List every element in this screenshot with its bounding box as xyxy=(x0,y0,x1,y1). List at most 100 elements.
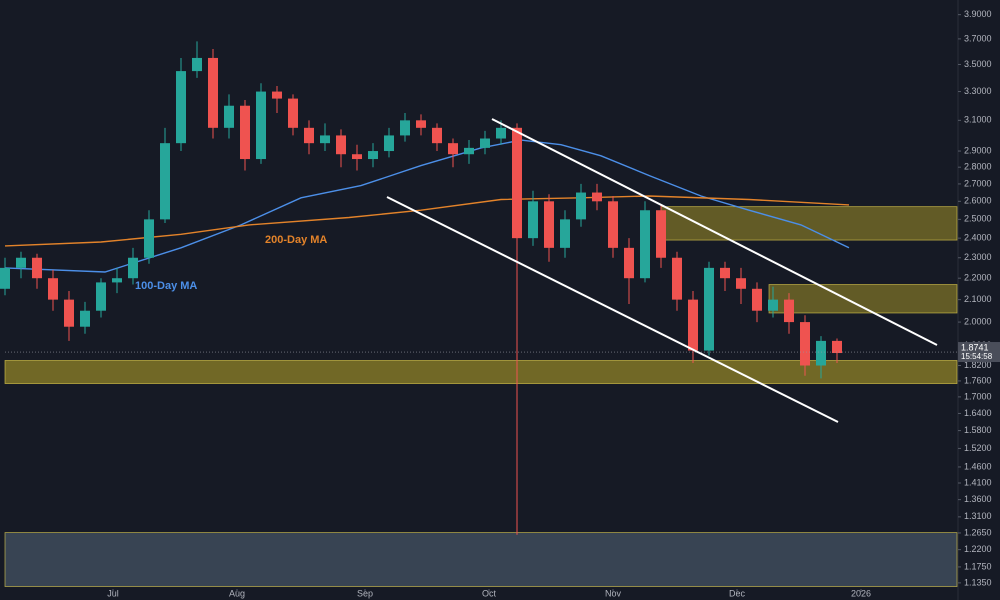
y-tick-label: 3.7000 xyxy=(964,33,992,43)
candle-body xyxy=(624,247,634,279)
y-tick-label: 3.5000 xyxy=(964,59,992,69)
channel-lower xyxy=(386,196,839,423)
overlay: 100-Day MA 200-Day MA xyxy=(135,118,938,423)
candle-body xyxy=(384,135,394,152)
y-tick-label: 1.2200 xyxy=(964,544,992,554)
candle-body xyxy=(96,282,106,311)
y-tick-label: 1.4600 xyxy=(964,461,992,471)
candle-body xyxy=(256,91,266,160)
y-tick-label: 2.9000 xyxy=(964,145,992,155)
candle-body xyxy=(608,201,618,248)
candle-body xyxy=(752,288,762,311)
y-tick-label: 3.9000 xyxy=(964,9,992,19)
y-tick-label: 2.3000 xyxy=(964,252,992,262)
candle-body xyxy=(288,98,298,128)
candle-body xyxy=(720,267,730,279)
candle-body xyxy=(544,201,554,248)
y-tick-label: 1.2650 xyxy=(964,527,992,537)
candle-body xyxy=(480,138,490,148)
candle-body xyxy=(784,299,794,323)
candle-body xyxy=(432,127,442,144)
candle-body xyxy=(528,201,538,239)
candle-body xyxy=(832,340,842,354)
ma-line xyxy=(4,195,850,247)
candle-body xyxy=(704,267,714,351)
zone xyxy=(4,532,958,587)
candle-body xyxy=(496,127,506,139)
candle-body xyxy=(16,257,26,268)
candle-body xyxy=(240,105,250,160)
ma-label: 200-Day MA xyxy=(265,234,327,246)
y-tick-label: 2.8000 xyxy=(964,162,992,172)
y-tick-label: 2.2000 xyxy=(964,273,992,283)
candle-body xyxy=(368,151,378,160)
y-tick-label: 2.7000 xyxy=(964,178,992,188)
y-tick-label: 1.6400 xyxy=(964,408,992,418)
y-tick-label: 1.1750 xyxy=(964,561,992,571)
y-tick-label: 1.5800 xyxy=(964,425,992,435)
candle-body xyxy=(352,154,362,160)
candle-body xyxy=(112,278,122,283)
ma-label: 100-Day MA xyxy=(135,280,197,292)
last-price-tag xyxy=(958,342,1000,363)
zone xyxy=(660,206,958,241)
zone xyxy=(4,360,958,384)
candle-body xyxy=(768,299,778,311)
y-tick-label: 1.4100 xyxy=(964,477,992,487)
x-tick-label: 2026 xyxy=(851,588,871,598)
y-tick-label: 1.7600 xyxy=(964,375,992,385)
y-tick-label: 1.3100 xyxy=(964,511,992,521)
candle-body xyxy=(272,91,282,99)
candle-body xyxy=(224,105,234,128)
x-tick-label: Sep xyxy=(357,588,373,598)
y-tick-label: 3.3000 xyxy=(964,86,992,96)
candle-body xyxy=(64,299,74,327)
candle-body xyxy=(640,210,650,279)
y-tick-label: 1.3600 xyxy=(964,494,992,504)
candle-body xyxy=(320,135,330,144)
y-tick-label: 1.1350 xyxy=(964,577,992,587)
x-tick-label: Nov xyxy=(605,588,622,598)
candle-body xyxy=(464,147,474,155)
candle-body xyxy=(576,192,586,220)
channel-upper xyxy=(491,118,938,346)
candle-body xyxy=(160,143,170,220)
y-tick-label: 2.1000 xyxy=(964,294,992,304)
candle-body xyxy=(672,257,682,300)
candle-body xyxy=(304,127,314,144)
candle-body xyxy=(80,310,90,327)
candle-body xyxy=(592,192,602,202)
x-tick-label: Aug xyxy=(229,588,245,598)
candle-body xyxy=(688,299,698,351)
y-tick-label: 2.5000 xyxy=(964,214,992,224)
y-tick-label: 2.6000 xyxy=(964,196,992,206)
last-price-label: 1.8741 xyxy=(961,342,989,352)
zone xyxy=(768,284,958,314)
x-tick-label: Dec xyxy=(729,588,746,598)
candle-body xyxy=(128,257,138,279)
candle-body xyxy=(48,278,58,300)
countdown-label: 15:54:58 xyxy=(961,352,993,361)
candle-body xyxy=(448,143,458,155)
candle-body xyxy=(816,340,826,366)
y-tick-label: 2.4000 xyxy=(964,233,992,243)
candle-body xyxy=(736,278,746,289)
candle-body xyxy=(400,120,410,136)
candle-body xyxy=(560,219,570,248)
y-tick-label: 2.0000 xyxy=(964,316,992,326)
candle-body xyxy=(32,257,42,279)
y-tick-label: 1.8200 xyxy=(964,360,992,370)
candle-body xyxy=(176,71,186,144)
candle-body xyxy=(336,135,346,155)
candle-body xyxy=(800,322,810,366)
x-tick-label: Jul xyxy=(107,588,119,598)
candle-body xyxy=(208,57,218,128)
candle-body xyxy=(0,267,10,289)
candle-body xyxy=(512,127,522,239)
y-tick-label: 1.5200 xyxy=(964,443,992,453)
y-tick-label: 3.1000 xyxy=(964,115,992,125)
x-tick-label: Oct xyxy=(482,588,497,598)
